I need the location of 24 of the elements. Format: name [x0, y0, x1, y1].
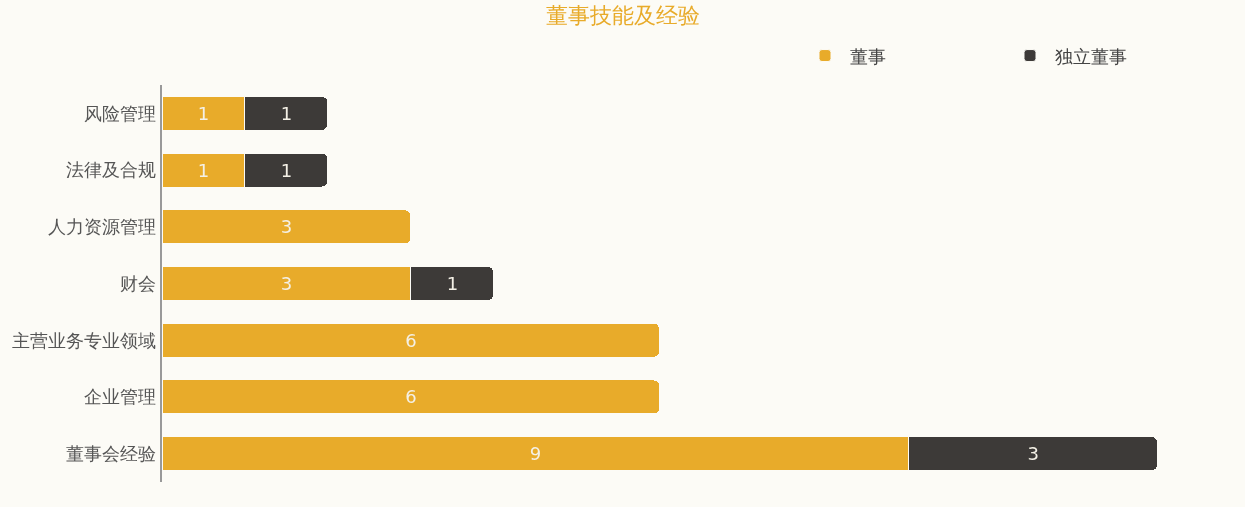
data-label: 1	[446, 273, 459, 294]
data-label: 1	[280, 159, 293, 181]
data-label: 3	[280, 216, 293, 238]
legend-label: 董事	[850, 45, 886, 67]
data-label: 6	[405, 329, 417, 351]
data-label: 3	[280, 273, 293, 294]
bar	[162, 209, 412, 245]
data-label: 1	[197, 159, 210, 181]
y-tick-label: 人力资源管理	[48, 216, 157, 238]
legend-label: 独立董事	[1055, 45, 1127, 67]
bar	[162, 379, 661, 415]
data-label: 3	[1027, 443, 1039, 465]
bar	[162, 322, 661, 358]
y-tick-label: 风险管理	[84, 102, 157, 124]
data-label: 1	[197, 102, 210, 124]
data-label: 9	[529, 443, 542, 465]
y-tick-label: 主营业务专业领域	[12, 329, 157, 351]
y-tick-label: 财会	[120, 272, 157, 294]
y-tick-label: 董事会经验	[66, 442, 157, 464]
y-tick-label: 企业管理	[84, 386, 157, 408]
data-label: 1	[280, 102, 293, 124]
y-tick-label: 法律及合规	[66, 159, 157, 181]
chart-title: 董事技能及经验	[545, 3, 700, 28]
data-label: 6	[405, 386, 417, 408]
